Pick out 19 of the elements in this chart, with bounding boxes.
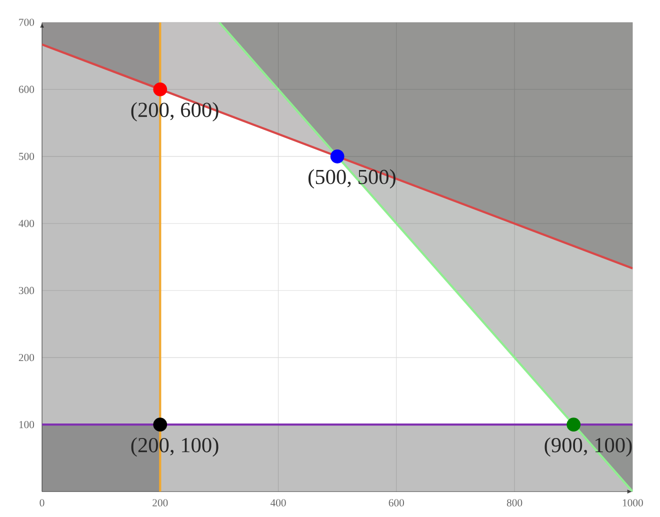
x-tick-label: 400 — [270, 499, 286, 506]
x-tick-label: 200 — [152, 499, 168, 506]
x-tick-label: 800 — [506, 499, 522, 506]
point — [566, 418, 581, 432]
annotation: (900, 100) — [544, 437, 632, 457]
x-tick-label: 1000 — [622, 499, 643, 506]
y-tick-label: 400 — [18, 220, 34, 228]
annotation: (500, 500) — [308, 169, 396, 188]
y-tick-label: 100 — [19, 421, 34, 428]
point — [330, 149, 344, 164]
y-tick-label: 600 — [18, 86, 34, 93]
y-tick-label: 500 — [19, 152, 34, 160]
x-tick-label: 600 — [388, 499, 404, 506]
y-tick-label: 300 — [18, 286, 34, 294]
y-tick-label: 700 — [19, 18, 34, 26]
point — [153, 82, 168, 96]
x-tick-label: 0 — [40, 499, 44, 506]
point — [153, 418, 168, 432]
y-tick-label: 200 — [18, 354, 34, 362]
